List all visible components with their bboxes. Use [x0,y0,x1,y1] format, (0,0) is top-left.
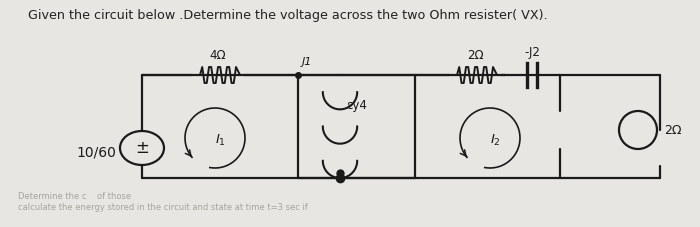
Text: $I_2$: $I_2$ [489,132,500,148]
Text: Determine the c    of those: Determine the c of those [18,192,131,201]
Text: 2Ω: 2Ω [467,49,483,62]
Text: -J2: -J2 [524,46,540,59]
Text: 4Ω: 4Ω [210,49,226,62]
Text: Given the circuit below .Determine the voltage across the two Ohm resister( VX).: Given the circuit below .Determine the v… [28,9,547,22]
Text: $I_1$: $I_1$ [214,132,225,148]
Text: εy4: εy4 [346,99,367,111]
Text: 10/60: 10/60 [76,145,116,159]
Text: J1: J1 [302,57,312,67]
Text: 2Ω: 2Ω [664,123,682,136]
Text: calculate the energy stored in the circuit and state at time t=3 sec if: calculate the energy stored in the circu… [18,203,308,212]
Text: ±: ± [135,139,149,157]
